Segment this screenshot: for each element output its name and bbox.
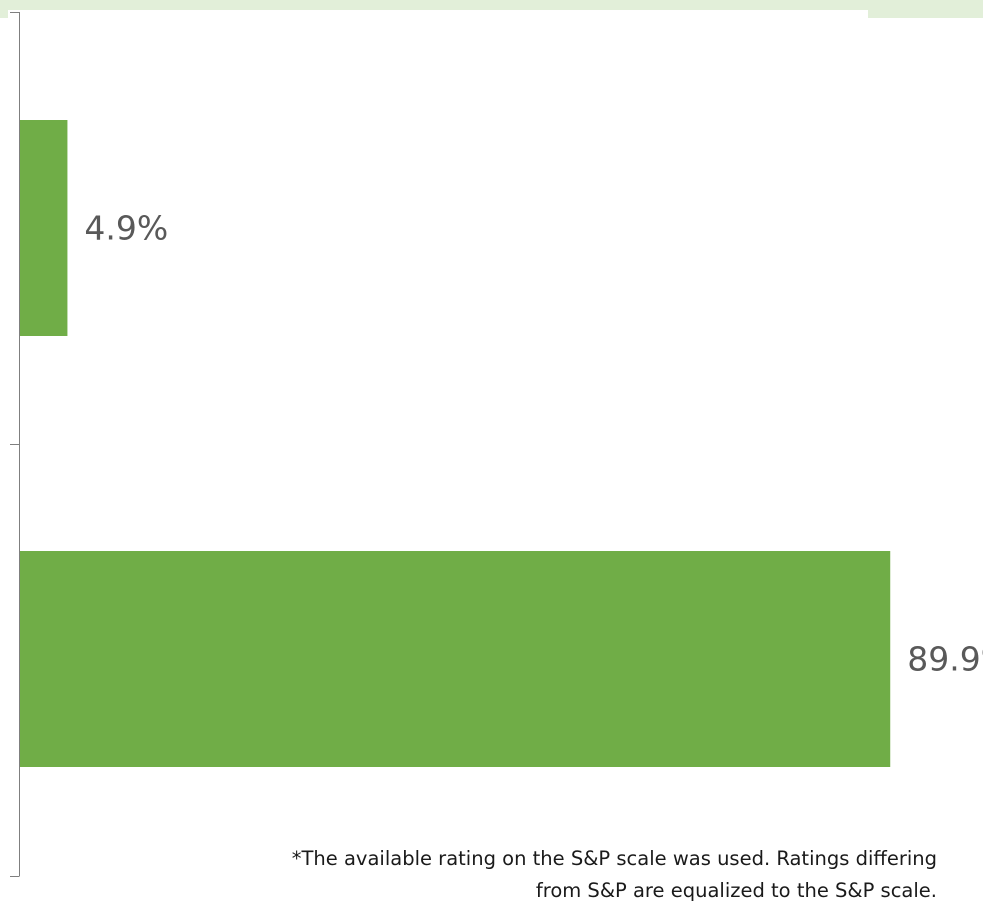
top-band-inner: [8, 10, 868, 18]
data-label: 4.9%: [84, 209, 168, 248]
footnote-line-2: from S&P are equalized to the S&P scale.: [535, 879, 937, 902]
bars: [20, 120, 891, 767]
data-label: 89.9%: [907, 640, 983, 679]
footnote-line-1: *The available rating on the S&P scale w…: [291, 847, 937, 870]
data-labels: 4.9% 89.9%: [84, 209, 983, 679]
bar: [20, 551, 891, 767]
bar: [20, 120, 68, 336]
footnote: *The available rating on the S&P scale w…: [292, 843, 937, 907]
top-band: [0, 0, 983, 18]
category-axis: [10, 12, 20, 877]
